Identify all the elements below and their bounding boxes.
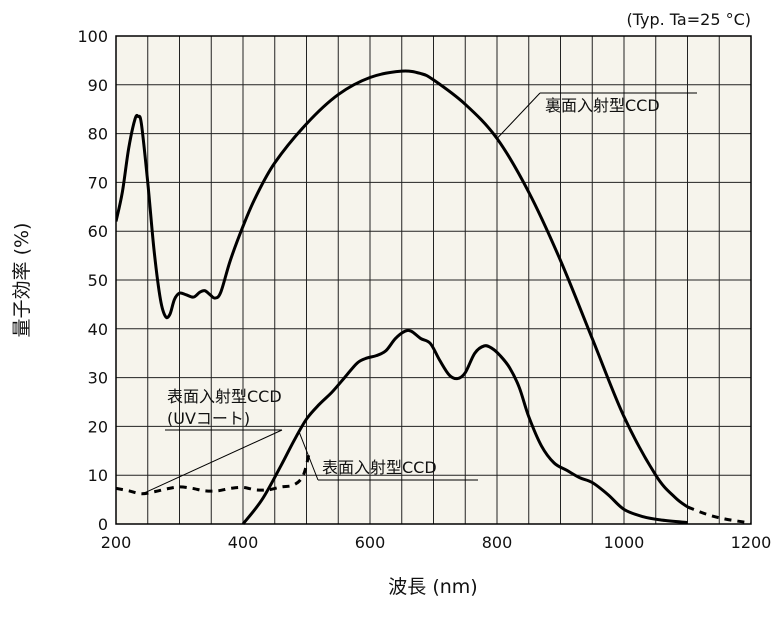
label-leader-line: [298, 431, 319, 481]
series-label-text: 表面入射型CCD: [322, 458, 437, 477]
y-tick-label: 40: [88, 320, 108, 339]
series-label-front: 表面入射型CCD: [298, 431, 478, 481]
x-axis-title: 波長 (nm): [388, 576, 477, 598]
series-line-0: [116, 69, 689, 509]
x-tick-label: 800: [482, 533, 513, 552]
y-tick-label: 50: [88, 271, 108, 290]
x-tick-label: 400: [228, 533, 259, 552]
series-label-text: 裏面入射型CCD: [545, 96, 660, 115]
label-leader-line: [144, 429, 283, 494]
series-labels: 裏面入射型CCD 表面入射型CCD (UVコート) 表面入射型CCD: [144, 92, 697, 494]
series-label-text: 表面入射型CCD: [167, 387, 282, 406]
series-line-2: [241, 328, 688, 525]
y-tick-label: 70: [88, 173, 108, 192]
y-tick-label: 60: [88, 222, 108, 241]
y-axis-title: 量子効率 (%): [11, 223, 33, 338]
series-group: [116, 69, 751, 525]
grid: [115, 35, 752, 525]
y-tick-label: 0: [98, 515, 108, 534]
plot-frame: [115, 35, 752, 525]
series-line-1: [686, 505, 751, 525]
x-tick-label: 1000: [604, 533, 645, 552]
x-tick-label: 600: [355, 533, 386, 552]
label-leader-line: [496, 92, 541, 139]
y-tick-label: 20: [88, 417, 108, 436]
condition-note: (Typ. Ta=25 °C): [626, 10, 751, 29]
y-tick-label: 90: [88, 76, 108, 95]
y-tick-label: 100: [77, 27, 108, 46]
series-label-text: (UVコート): [167, 409, 250, 428]
y-tick-label: 30: [88, 369, 108, 388]
y-tick-label: 10: [88, 466, 108, 485]
series-line-3: [116, 450, 312, 496]
series-label-backside: 裏面入射型CCD: [496, 92, 697, 139]
series-label-front-uv: 表面入射型CCD (UVコート): [144, 387, 283, 494]
tick-labels: 200 400 600 800 1000 1200 0 10 20 30 40 50 60 70 80 90 1…: [77, 27, 771, 552]
x-tick-label: 1200: [731, 533, 772, 552]
y-tick-label: 80: [88, 125, 108, 144]
x-tick-label: 200: [101, 533, 132, 552]
